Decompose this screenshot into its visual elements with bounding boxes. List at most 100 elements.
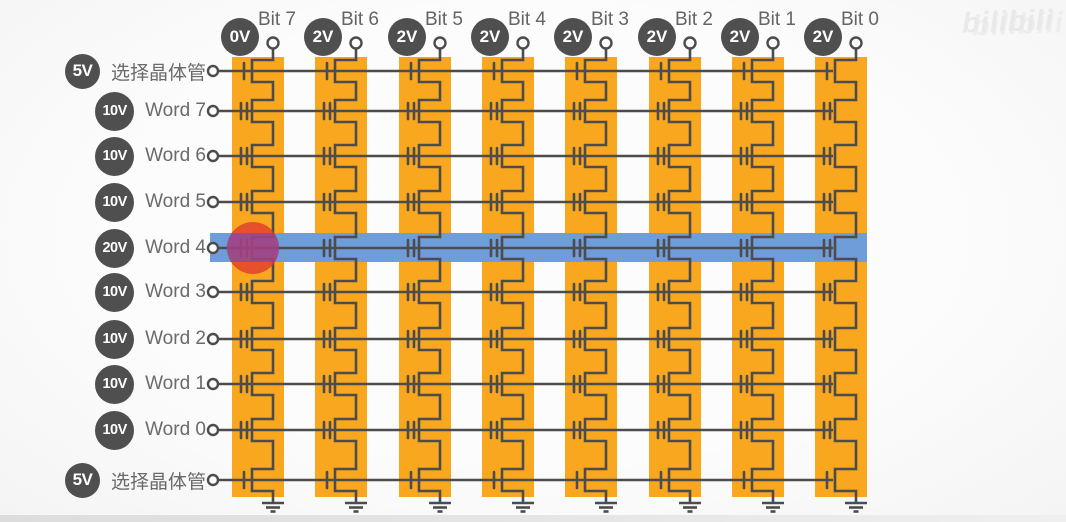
terminal-node-icon — [206, 285, 220, 299]
memory-cell-transistor — [239, 282, 249, 302]
memory-cell-transistor — [489, 101, 499, 121]
terminal-node-icon — [206, 195, 220, 209]
video-bottom-bar — [0, 515, 1066, 522]
bit-line-label: Bit 3 — [590, 9, 630, 30]
word-line — [206, 377, 833, 391]
voltage-badge: 10V — [95, 410, 135, 450]
terminal-node-icon — [599, 36, 613, 50]
nand-string-column — [239, 36, 284, 513]
ground-icon — [429, 501, 451, 513]
word-row-select-bottom: 5V 选择晶体管 — [0, 460, 206, 500]
terminal-node-icon — [206, 149, 220, 163]
memory-cell-transistor — [656, 282, 666, 302]
bitline-voltage-badge: 0V — [221, 18, 259, 56]
nand-string-column — [489, 36, 534, 513]
memory-cell-transistor — [656, 192, 666, 212]
memory-cell-transistor — [322, 238, 332, 258]
memory-cell-transistor — [822, 101, 832, 121]
nand-string-column — [572, 36, 617, 513]
memory-cell-transistor — [489, 420, 499, 440]
voltage-badge: 10V — [95, 272, 135, 312]
memory-cell-transistor — [322, 146, 332, 166]
memory-cell-transistor — [572, 374, 582, 394]
terminal-node-icon — [206, 473, 220, 487]
memory-cell-transistor — [239, 146, 249, 166]
memory-cell-transistor — [739, 282, 749, 302]
memory-cell-transistor — [322, 282, 332, 302]
memory-cell-transistor — [572, 329, 582, 349]
bit-line-label: Bit 6 — [340, 9, 380, 30]
memory-cell-transistor — [239, 101, 249, 121]
voltage-badge: 5V — [64, 53, 100, 89]
selected-cell-marker-overlap — [227, 233, 279, 262]
word-row-word-4: 20V Word 4 — [0, 228, 206, 268]
terminal-node-icon — [206, 332, 220, 346]
memory-cell-transistor — [406, 420, 416, 440]
memory-cell-transistor — [572, 101, 582, 121]
memory-cell-transistor — [656, 374, 666, 394]
ground-icon — [845, 501, 867, 513]
voltage-badge: 10V — [95, 91, 135, 131]
bilibili-watermark: bilibili — [961, 4, 1055, 40]
voltage-badge: 10V — [95, 136, 135, 176]
memory-cell-transistor — [656, 238, 666, 258]
terminal-node-icon — [683, 36, 697, 50]
word-row-word-3: 10V Word 3 — [0, 272, 206, 312]
nand-string-column — [406, 36, 451, 513]
selected-cell-marker — [227, 222, 279, 274]
word-line — [206, 241, 833, 255]
memory-cell-transistor — [489, 374, 499, 394]
memory-cell-transistor — [322, 329, 332, 349]
memory-cell-transistor — [656, 329, 666, 349]
terminal-node-icon — [516, 36, 530, 50]
terminal-node-icon — [206, 104, 220, 118]
terminal-node-icon — [206, 377, 220, 391]
ground-icon — [679, 501, 701, 513]
terminal-node-icon — [266, 36, 280, 50]
bit-line-label: Bit 7 — [257, 9, 297, 30]
bit-line-label: Bit 2 — [674, 9, 714, 30]
word-line-label: Word 0 — [145, 419, 206, 440]
bitline-voltage-badge: 2V — [721, 18, 759, 56]
memory-cell-transistor — [239, 329, 249, 349]
memory-cell-transistor — [489, 192, 499, 212]
bit-line-label: Bit 1 — [757, 9, 797, 30]
memory-cell-transistor — [739, 238, 749, 258]
memory-cell-transistor — [322, 374, 332, 394]
bitline-voltage-badge: 2V — [804, 18, 842, 56]
bitline-voltage-badge: 2V — [304, 18, 342, 56]
bitline-voltage-badge: 2V — [471, 18, 509, 56]
terminal-node-icon — [766, 36, 780, 50]
terminal-node-icon — [206, 64, 220, 78]
bit-line-label: Bit 0 — [840, 9, 880, 30]
ground-icon — [262, 501, 284, 513]
memory-cell-transistor — [489, 146, 499, 166]
ground-icon — [512, 501, 534, 513]
memory-cell-transistor — [406, 329, 416, 349]
memory-cell-transistor — [572, 238, 582, 258]
word-line — [206, 423, 833, 437]
terminal-node-icon — [849, 36, 863, 50]
memory-cell-transistor — [239, 420, 249, 440]
voltage-badge: 5V — [64, 462, 100, 498]
word-line — [206, 104, 833, 118]
word-line — [206, 149, 833, 163]
word-line-label: Word 6 — [145, 145, 206, 166]
memory-cell-transistor — [572, 146, 582, 166]
memory-cell-transistor — [489, 238, 499, 258]
word-line — [206, 195, 833, 209]
bitline-voltage-badge: 2V — [638, 18, 676, 56]
memory-cell-transistor — [822, 238, 832, 258]
memory-cell-transistor — [739, 146, 749, 166]
word-line-label: 选择晶体管 — [110, 62, 206, 84]
bitline-voltage-badge: 2V — [554, 18, 592, 56]
word-line — [206, 64, 833, 78]
memory-cell-transistor — [572, 420, 582, 440]
word-row-word-1: 10V Word 1 — [0, 364, 206, 404]
terminal-node-icon — [206, 423, 220, 437]
word-row-word-7: 10V Word 7 — [0, 91, 206, 131]
memory-cell-transistor — [406, 374, 416, 394]
bit-line-label: Bit 4 — [507, 9, 547, 30]
word-line — [206, 285, 833, 299]
voltage-badge: 10V — [95, 364, 135, 404]
